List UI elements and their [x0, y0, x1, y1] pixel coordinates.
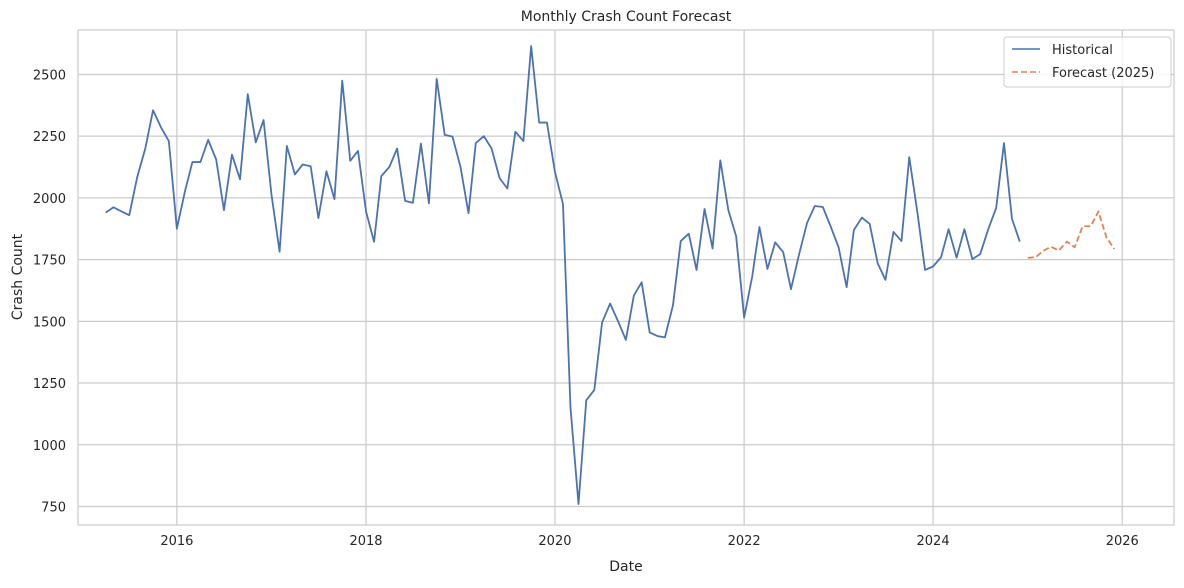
- legend: Historical Forecast (2025): [1003, 36, 1172, 88]
- x-tick-label: 2020: [538, 534, 571, 549]
- legend-label-forecast: Forecast (2025): [1052, 66, 1154, 81]
- y-tick-label: 1750: [33, 254, 66, 269]
- y-axis-label: Crash Count: [10, 233, 26, 320]
- x-tick-label: 2018: [349, 534, 382, 549]
- x-tick-label: 2016: [160, 534, 193, 549]
- plot-area: [78, 30, 1174, 525]
- x-axis-label: Date: [609, 559, 642, 575]
- chart-title: Monthly Crash Count Forecast: [521, 9, 732, 25]
- legend-box: [1003, 36, 1172, 88]
- y-tick-label: 1000: [33, 439, 66, 454]
- forecast-series-line: [1027, 210, 1115, 259]
- series-lines: [105, 45, 1115, 505]
- plot-frame: [77, 29, 1175, 526]
- y-axis-ticks: 750 1000 1250 1500 1750 2000 2250 2500: [33, 68, 66, 515]
- y-tick-label: 2500: [33, 68, 66, 83]
- grid: [78, 30, 1174, 525]
- historical-series-line: [105, 45, 1021, 505]
- x-tick-label: 2024: [917, 534, 950, 549]
- legend-label-historical: Historical: [1052, 43, 1113, 58]
- y-tick-label: 1250: [33, 377, 66, 392]
- x-axis-ticks: 2016 2018 2020 2022 2024 2026: [160, 534, 1138, 549]
- y-tick-label: 2250: [33, 130, 66, 145]
- x-tick-label: 2022: [728, 534, 761, 549]
- x-tick-label: 2026: [1106, 534, 1139, 549]
- y-tick-label: 2000: [33, 192, 66, 207]
- y-tick-label: 750: [41, 500, 66, 515]
- y-tick-label: 1500: [33, 315, 66, 330]
